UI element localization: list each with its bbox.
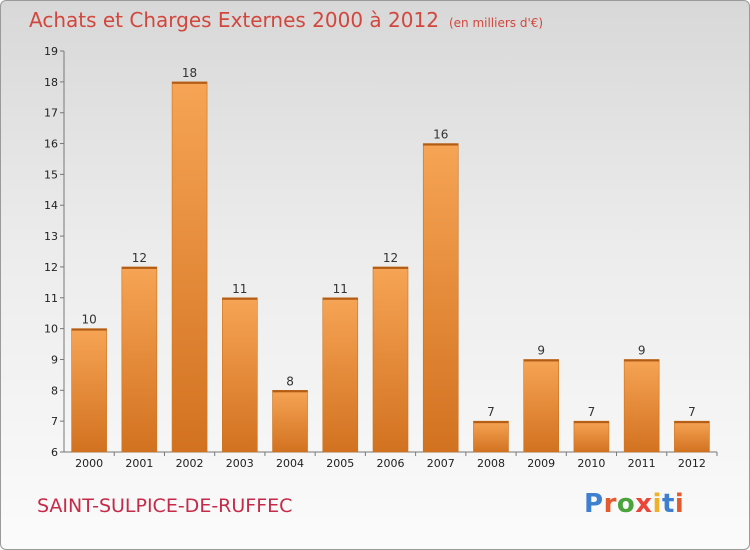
bar[interactable] [372,266,409,453]
x-tick-label: 2004 [276,457,304,470]
y-tick-label: 6 [51,446,58,459]
bar-top-edge [373,266,408,269]
logo-letter: i [652,489,662,519]
y-tick-label: 12 [44,261,58,274]
bar-top-edge [523,359,559,362]
x-tick-label: 2006 [377,457,405,470]
bar[interactable] [573,420,610,453]
bar-value-label: 10 [81,313,96,327]
bar-value-label: 18 [182,66,197,80]
bar-top-edge [473,421,509,424]
bar[interactable] [222,297,258,453]
bar[interactable] [121,266,158,453]
logo-letter: t [661,489,675,519]
bar-value-label: 8 [286,374,294,388]
axes: 6 7 8 9 10 11 12 13 14 15 16 17 18 19 2000 2001 2002 2003… [44,45,718,470]
y-tick-label: 10 [44,323,58,336]
x-tick-label: 2005 [326,457,354,470]
proxiti-logo[interactable]: Proxiti [584,489,684,519]
x-tick-label: 2012 [678,457,706,470]
town-name: SAINT-SULPICE-DE-RUFFEC [37,495,293,517]
bar-value-label: 12 [383,251,398,265]
bar-top-edge [624,359,660,362]
chart-title-text: Achats et Charges Externes 2000 à 2012 [29,8,439,32]
bar-value-label: 11 [333,282,348,296]
bar-top-edge [272,390,308,393]
logo-letter: o [616,489,636,519]
x-tick-label: 2009 [527,457,555,470]
bar[interactable] [674,420,710,453]
x-tick-label: 2008 [477,457,505,470]
bar-value-label: 9 [537,343,545,357]
y-tick-label: 18 [44,76,58,89]
x-tick-label: 2007 [427,457,455,470]
bar-top-edge [573,421,609,424]
logo-letter: P [584,489,604,519]
bar-top-edge [674,421,710,424]
bar[interactable] [272,390,308,453]
chart-title: Achats et Charges Externes 2000 à 2012 (e… [29,8,543,32]
y-tick-label: 9 [51,353,58,366]
y-tick-label: 17 [44,107,58,120]
bar-value-label: 12 [132,251,147,265]
x-tick-label: 2000 [75,457,103,470]
bar-value-label: 7 [688,405,696,419]
bar-top-edge [423,143,459,146]
y-tick-label: 11 [44,292,58,305]
chart-unit: (en milliers d'€) [448,16,544,30]
bar[interactable] [71,328,107,453]
bar[interactable] [422,143,459,453]
x-tick-label: 2002 [176,457,204,470]
bar-top-edge [322,297,358,300]
x-tick-label: 2010 [577,457,605,470]
bar[interactable] [623,359,660,453]
bar-top-edge [121,266,157,269]
bar-value-label: 7 [487,405,495,419]
bar-value-label: 11 [232,282,247,296]
y-tick-label: 19 [44,45,58,58]
bar[interactable] [322,297,359,453]
logo-letter: r [603,489,617,519]
y-tick-label: 7 [51,415,58,428]
y-tick-label: 14 [44,199,58,212]
bar-top-edge [172,81,208,84]
bar[interactable] [523,359,559,453]
logo-letter: x [635,489,653,519]
bar[interactable] [171,81,208,453]
bar[interactable] [473,420,509,453]
logo-letter: i [674,489,685,519]
bar-value-label: 7 [588,405,596,419]
bar-top-edge [71,328,107,331]
bars: 10 12 18 11 8 11 12 16 7 9 7 9 7 [71,66,710,453]
y-tick-label: 15 [44,168,58,181]
bar-value-label: 16 [433,128,448,142]
y-tick-label: 16 [44,138,58,151]
x-tick-label: 2003 [226,457,254,470]
y-tick-label: 8 [51,384,58,397]
x-tick-label: 2001 [125,457,153,470]
bar-value-label: 9 [638,343,646,357]
x-tick-label: 2011 [628,457,656,470]
y-tick-label: 13 [44,230,58,243]
bar-top-edge [222,297,258,300]
